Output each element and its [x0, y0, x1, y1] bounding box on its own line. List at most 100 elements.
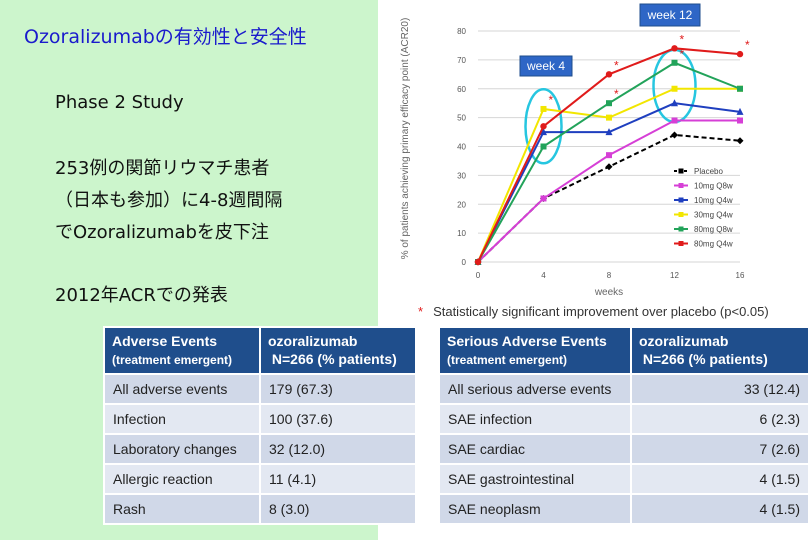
- row-value: 6 (2.3): [630, 403, 810, 435]
- legend-label: Placebo: [694, 167, 723, 176]
- study-line-3: でOzoralizumabを皮下注: [55, 222, 269, 243]
- data-point: [540, 105, 547, 112]
- x-tick-label: 16: [736, 271, 745, 280]
- data-point: [606, 114, 612, 121]
- x-axis-label: weeks: [594, 287, 623, 298]
- row-value: 7 (2.6): [630, 433, 810, 465]
- row-value: 100 (37.6): [259, 403, 417, 435]
- table-row: Rash 8 (3.0): [103, 493, 417, 525]
- legend-label: 80mg Q4w: [694, 240, 733, 249]
- legend-swatch-marker: [678, 168, 684, 174]
- data-point: [736, 137, 744, 145]
- slide-title: Ozoralizumabの有効性と安全性: [24, 26, 307, 48]
- row-value: 179 (67.3): [259, 373, 417, 405]
- table-row: Laboratory changes 32 (12.0): [103, 433, 417, 465]
- significance-mark: *: [680, 32, 685, 46]
- table-row: SAE cardiac 7 (2.6): [438, 433, 810, 465]
- x-tick-label: 0: [476, 271, 481, 280]
- week-callout-box: [519, 55, 573, 77]
- data-point: [671, 45, 678, 52]
- legend-swatch-marker: [678, 241, 684, 246]
- row-label: SAE neoplasm: [438, 493, 632, 525]
- study-line-1: 253例の関節リウマチ患者: [55, 158, 270, 179]
- table-row: SAE infection 6 (2.3): [438, 403, 810, 435]
- acr20-line-chart: 0 10 20 30 40 50 60 70 80 0 4 8 12 16 weeks % of patien…: [400, 3, 750, 298]
- study-line-2: （日本も参加）に4-8週間隔: [55, 190, 283, 211]
- data-point: [606, 100, 612, 107]
- data-point: [605, 163, 613, 171]
- data-point: [736, 107, 744, 115]
- legend-label: 30mg Q4w: [694, 211, 733, 220]
- row-value: 4 (1.5): [630, 463, 810, 495]
- study-phase: Phase 2 Study: [55, 92, 184, 113]
- y-tick-label: 0: [462, 258, 467, 267]
- footnote-text: Statistically significant improvement ov…: [433, 304, 769, 319]
- row-label: All adverse events: [103, 373, 261, 405]
- y-tick-label: 60: [457, 85, 466, 94]
- y-axis-label: % of patients achieving primary efficacy…: [400, 18, 411, 260]
- row-label: SAE infection: [438, 403, 632, 435]
- data-point: [737, 85, 743, 92]
- significance-mark: *: [614, 58, 619, 72]
- data-point: [671, 99, 678, 107]
- x-tick-label: 8: [607, 271, 612, 280]
- y-tick-label: 50: [457, 114, 466, 123]
- y-tick-label: 40: [457, 143, 466, 152]
- data-point: [540, 128, 547, 136]
- legend-label: 10mg Q8w: [694, 182, 733, 191]
- row-value: 11 (4.1): [259, 463, 417, 495]
- y-tick-label: 10: [457, 229, 466, 238]
- y-tick-label: 20: [457, 200, 466, 209]
- data-point: [737, 117, 743, 124]
- legend-swatch-marker: [678, 183, 684, 188]
- adverse-events-table: Adverse Events (treatment emergent) ozora…: [103, 326, 417, 525]
- y-tick-label: 30: [457, 171, 466, 180]
- legend-swatch-marker: [678, 197, 684, 203]
- data-point: [671, 59, 678, 66]
- week-callout-label: week 4: [526, 59, 565, 73]
- row-label: Rash: [103, 493, 261, 525]
- significance-mark: *: [745, 38, 750, 52]
- data-point: [606, 152, 612, 159]
- table-row: All serious adverse events 33 (12.4): [438, 373, 810, 405]
- data-point: [671, 131, 678, 139]
- table-row: All adverse events 179 (67.3): [103, 373, 417, 405]
- row-label: SAE cardiac: [438, 433, 632, 465]
- legend-label: 80mg Q8w: [694, 225, 733, 234]
- significance-star: *: [418, 304, 424, 319]
- sae-header-count: ozoralizumab N=266 (% patients): [630, 326, 810, 375]
- ae-header-category: Adverse Events (treatment emergent): [103, 326, 261, 375]
- data-point: [671, 117, 678, 124]
- week-4-highlight: [524, 88, 563, 165]
- significance-mark: *: [680, 47, 685, 61]
- significance-mark: *: [614, 87, 619, 101]
- table-row: Allergic reaction 11 (4.1): [103, 463, 417, 495]
- week-callout-label: week 12: [647, 8, 693, 22]
- row-value: 8 (3.0): [259, 493, 417, 525]
- data-point: [540, 123, 547, 130]
- row-label: Laboratory changes: [103, 433, 261, 465]
- legend-swatch-marker: [678, 212, 684, 217]
- data-point: [736, 50, 744, 58]
- row-value: 4 (1.5): [630, 493, 810, 525]
- table-row: SAE gastrointestinal 4 (1.5): [438, 463, 810, 495]
- table-row: SAE neoplasm 4 (1.5): [438, 493, 810, 525]
- data-point: [671, 85, 678, 92]
- legend-swatch-marker: [678, 226, 684, 232]
- row-label: Infection: [103, 403, 261, 435]
- row-label: SAE gastrointestinal: [438, 463, 632, 495]
- sae-header-category: Serious Adverse Events (treatment emergen…: [438, 326, 632, 375]
- data-point: [474, 258, 482, 266]
- data-point: [605, 71, 613, 78]
- data-point: [605, 128, 613, 136]
- table-row: Infection 100 (37.6): [103, 403, 417, 435]
- data-point: [540, 195, 547, 202]
- presentation-note: 2012年ACRでの発表: [55, 285, 228, 306]
- chart-footnote: * Statistically significant improvement o…: [418, 304, 769, 319]
- legend-label: 10mg Q4w: [694, 196, 733, 205]
- x-tick-label: 4: [541, 271, 546, 280]
- x-tick-label: 12: [670, 271, 679, 280]
- row-label: Allergic reaction: [103, 463, 261, 495]
- significance-mark: *: [549, 93, 554, 107]
- serious-adverse-events-table: Serious Adverse Events (treatment emergen…: [438, 326, 810, 525]
